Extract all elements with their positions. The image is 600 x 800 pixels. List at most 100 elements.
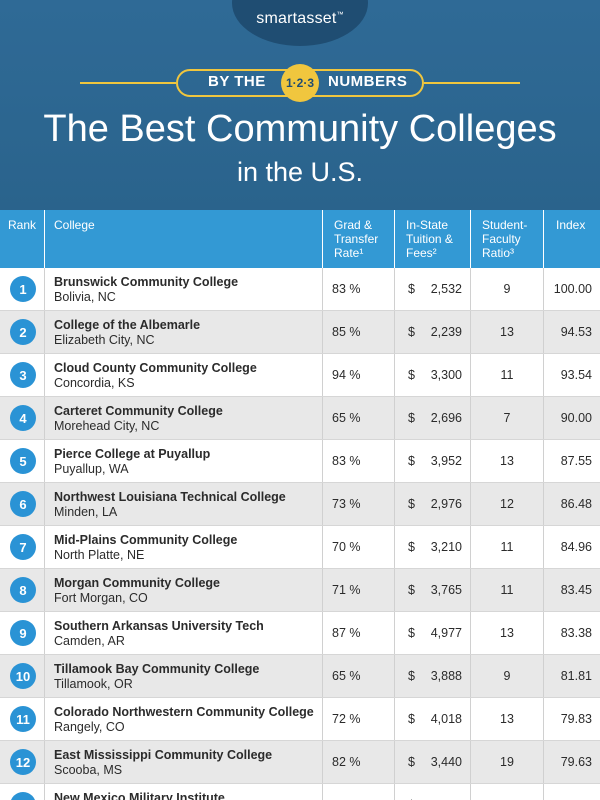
currency-symbol: $ — [408, 282, 415, 296]
table-row: 13 New Mexico Military Institute 81 % $4,53… — [0, 784, 600, 800]
column-divider — [322, 569, 323, 611]
column-divider — [394, 741, 395, 783]
column-divider — [394, 569, 395, 611]
rank-badge: 2 — [10, 319, 36, 345]
college-name: Morgan Community College — [54, 576, 220, 590]
tuition-fees: 2,976 — [430, 497, 462, 511]
college-location: Bolivia, NC — [54, 290, 116, 304]
currency-symbol: $ — [408, 626, 415, 640]
currency-symbol: $ — [408, 712, 415, 726]
tuition-fees: 2,696 — [430, 411, 462, 425]
table-header: Rank College Grad & Transfer Rate¹ In-St… — [0, 210, 600, 268]
college-name: Northwest Louisiana Technical College — [54, 490, 286, 504]
student-faculty-ratio: 7 — [503, 411, 511, 425]
currency-symbol: $ — [408, 583, 415, 597]
column-divider — [543, 526, 544, 568]
column-divider — [44, 354, 45, 396]
column-divider — [470, 440, 471, 482]
table-row: 12 East Mississippi Community College Scoo… — [0, 741, 600, 784]
college-location: Fort Morgan, CO — [54, 591, 148, 605]
currency-symbol: $ — [408, 540, 415, 554]
rank-badge: 4 — [10, 405, 36, 431]
column-divider — [322, 784, 323, 800]
column-divider — [394, 784, 395, 800]
column-divider — [543, 483, 544, 525]
index-score: 79.45 — [548, 798, 592, 800]
rank-badge: 5 — [10, 448, 36, 474]
table-row: 1 Brunswick Community College Bolivia, NC 8… — [0, 268, 600, 311]
table-row: 3 Cloud County Community College Concordia… — [0, 354, 600, 397]
header-divider — [394, 210, 395, 268]
column-divider — [44, 268, 45, 310]
student-faculty-ratio: 9 — [503, 669, 511, 683]
tuition-fees: 3,300 — [430, 368, 462, 382]
banner-left-text: BY THE — [208, 73, 266, 90]
header-divider — [322, 210, 323, 268]
college-location: Morehead City, NC — [54, 419, 160, 433]
column-divider — [322, 526, 323, 568]
tuition-fees: 3,440 — [430, 755, 462, 769]
column-divider — [322, 741, 323, 783]
tuition-fees: 2,239 — [430, 325, 462, 339]
column-divider — [470, 397, 471, 439]
table-row: 4 Carteret Community College Morehead City… — [0, 397, 600, 440]
tuition-fees: 4,977 — [430, 626, 462, 640]
banner-rule-left — [80, 82, 176, 84]
currency-symbol: $ — [408, 411, 415, 425]
column-divider — [470, 698, 471, 740]
column-divider — [322, 268, 323, 310]
column-divider — [394, 354, 395, 396]
column-divider — [543, 741, 544, 783]
table-row: 8 Morgan Community College Fort Morgan, CO… — [0, 569, 600, 612]
rank-badge: 6 — [10, 491, 36, 517]
column-divider — [470, 268, 471, 310]
banner-rule-right — [424, 82, 520, 84]
index-score: 84.96 — [560, 540, 592, 554]
college-name: Carteret Community College — [54, 404, 223, 418]
index-score: 83.45 — [560, 583, 592, 597]
column-divider — [322, 397, 323, 439]
college-location: Puyallup, WA — [54, 462, 129, 476]
smartasset-logo[interactable]: smartasset™ — [256, 10, 344, 27]
tuition-fees: 3,952 — [430, 454, 462, 468]
grad-rate: 65 % — [332, 669, 361, 683]
college-name: College of the Albemarle — [54, 318, 201, 332]
index-score: 87.55 — [560, 454, 592, 468]
rank-badge: 13 — [10, 792, 36, 800]
college-name: Brunswick Community College — [54, 275, 239, 289]
college-name: Pierce College at Puyallup — [54, 447, 211, 461]
college-location: Scooba, MS — [54, 763, 123, 777]
header-college: College — [54, 218, 95, 232]
college-name: Mid-Plains Community College — [54, 533, 238, 547]
index-score: 81.81 — [560, 669, 592, 683]
table-row: 10 Tillamook Bay Community College Tillamo… — [0, 655, 600, 698]
table-row: 9 Southern Arkansas University Tech Camden… — [0, 612, 600, 655]
student-faculty-ratio: 9 — [503, 282, 511, 296]
college-location: North Platte, NE — [54, 548, 145, 562]
column-divider — [470, 784, 471, 800]
rank-badge: 12 — [10, 749, 36, 775]
grad-rate: 70 % — [332, 540, 361, 554]
currency-symbol: $ — [408, 325, 415, 339]
rank-badge: 11 — [10, 706, 36, 732]
grad-rate: 81 % — [332, 798, 374, 800]
column-divider — [543, 397, 544, 439]
student-faculty-ratio: 13 — [500, 325, 514, 339]
grad-rate: 71 % — [332, 583, 361, 597]
column-divider — [394, 440, 395, 482]
grad-rate: 82 % — [332, 755, 361, 769]
rank-badge: 8 — [10, 577, 36, 603]
student-faculty-ratio: 11 — [500, 368, 514, 382]
column-divider — [394, 268, 395, 310]
column-divider — [543, 311, 544, 353]
college-name: East Mississippi Community College — [54, 748, 273, 762]
column-divider — [543, 655, 544, 697]
column-divider — [44, 655, 45, 697]
grad-rate: 87 % — [332, 626, 361, 640]
column-divider — [44, 612, 45, 654]
header-index: Index — [556, 218, 586, 232]
column-divider — [543, 784, 544, 800]
table-row: 5 Pierce College at Puyallup Puyallup, WA 8… — [0, 440, 600, 483]
student-faculty-ratio: 13 — [500, 712, 514, 726]
column-divider — [470, 569, 471, 611]
